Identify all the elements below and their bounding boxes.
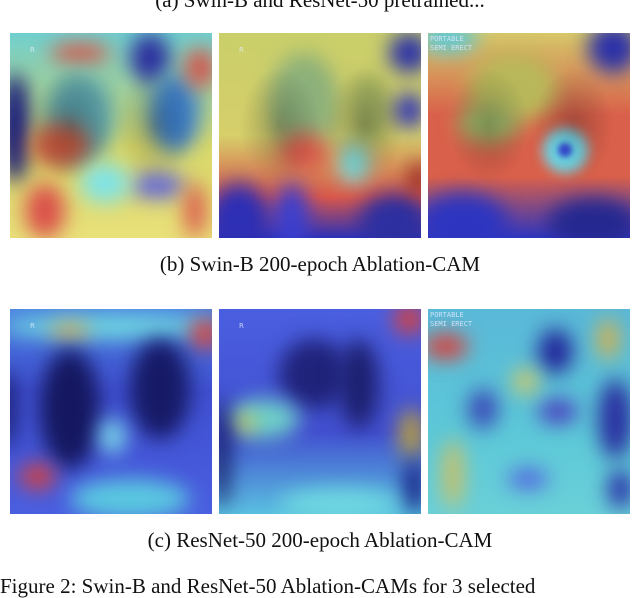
side-marker: R <box>239 322 244 330</box>
figure-caption: Figure 2: Swin-B and ResNet-50 Ablation-… <box>0 574 536 598</box>
row-swin-b-heatmaps: R R PORTABLE SEMI ERECT <box>10 33 630 238</box>
xray-annotation-text: PORTABLE SEMI ERECT <box>430 35 473 52</box>
top-cut-caption: (a) Swin-B and ResNet-50 pretrained... <box>155 0 485 12</box>
side-marker: R <box>239 46 244 54</box>
caption-c: (c) ResNet-50 200-epoch Ablation-CAM <box>147 528 493 552</box>
side-marker: R <box>30 46 35 54</box>
heatmap-swin-b-1: R <box>10 33 212 238</box>
side-marker: R <box>30 322 35 330</box>
heatmap-swin-b-2: R <box>219 33 421 238</box>
heatmap-swin-b-3: PORTABLE SEMI ERECT <box>428 33 630 238</box>
heatmap-resnet-50-3: PORTABLE SEMI ERECT <box>428 309 630 514</box>
heatmap-resnet-50-2: R <box>219 309 421 514</box>
xray-annotation-text: PORTABLE SEMI ERECT <box>430 311 473 328</box>
caption-b: (b) Swin-B 200-epoch Ablation-CAM <box>159 252 481 276</box>
heatmap-resnet-50-1: R <box>10 309 212 514</box>
row-resnet-50-heatmaps: R R PORTABLE SEMI ERECT <box>10 309 630 514</box>
